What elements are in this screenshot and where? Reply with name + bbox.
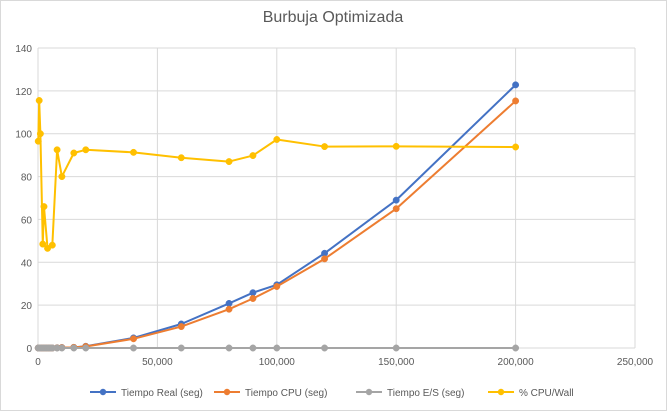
y-tick-label: 140	[15, 44, 32, 55]
data-point	[392, 142, 400, 150]
data-point	[225, 158, 233, 166]
series-layer	[34, 81, 520, 352]
y-tick-label: 60	[21, 215, 33, 226]
data-point	[249, 152, 257, 160]
legend-swatch-marker	[365, 388, 373, 396]
data-point	[130, 335, 137, 343]
data-point	[321, 143, 329, 151]
data-point	[249, 295, 257, 302]
data-point	[130, 148, 137, 156]
legend-label: % CPU/Wall	[519, 388, 574, 399]
data-point	[82, 146, 90, 154]
data-point	[321, 344, 329, 352]
x-tick-label: 150,000	[378, 357, 415, 368]
data-point	[392, 344, 400, 352]
data-point	[34, 137, 42, 145]
data-point	[70, 344, 78, 352]
legend-label: Tiempo E/S (seg)	[387, 388, 464, 399]
data-point	[44, 244, 52, 252]
legend-swatch-marker	[99, 388, 107, 396]
legend-item: % CPU/Wall	[488, 388, 574, 399]
data-point	[512, 143, 520, 151]
data-point	[249, 344, 257, 352]
data-point	[273, 344, 281, 352]
x-tick-label: 50,000	[142, 357, 173, 368]
data-point	[177, 154, 185, 162]
data-point	[58, 173, 66, 181]
data-point	[70, 149, 78, 157]
y-tick-label: 40	[21, 258, 33, 269]
chart-title: Burbuja Optimizada	[263, 9, 404, 26]
data-point	[392, 205, 400, 213]
series-2	[34, 344, 520, 352]
gridlines	[37, 47, 636, 349]
data-point	[225, 305, 233, 313]
x-tick-label: 250,000	[617, 357, 654, 368]
data-point	[130, 344, 137, 352]
data-point	[512, 97, 520, 105]
data-point	[53, 146, 61, 154]
data-point	[249, 289, 257, 297]
y-tick-label: 80	[21, 173, 33, 184]
data-point	[39, 240, 47, 248]
data-point	[512, 81, 520, 89]
y-tick-label: 120	[15, 87, 32, 98]
y-tick-label: 0	[26, 344, 32, 355]
data-point	[225, 344, 233, 352]
data-point	[177, 344, 185, 352]
axes: 0 20 40 60 80 100 120 140 0 50,000 100,000 150,000 2…	[15, 44, 653, 368]
data-point	[36, 130, 44, 138]
data-point	[273, 136, 281, 143]
data-point	[40, 203, 48, 211]
data-point	[82, 344, 90, 352]
data-point	[58, 344, 66, 352]
x-tick-label: 200,000	[498, 357, 535, 368]
data-point	[225, 299, 233, 307]
legend: Tiempo Real (seg) Tiempo CPU (seg) Tiempo …	[90, 388, 574, 399]
legend-label: Tiempo CPU (seg)	[245, 388, 327, 399]
legend-item: Tiempo CPU (seg)	[214, 388, 327, 399]
series-3	[34, 97, 520, 252]
legend-item: Tiempo Real (seg)	[90, 388, 203, 399]
data-point	[273, 283, 281, 290]
x-tick-label: 0	[35, 357, 41, 368]
legend-item: Tiempo E/S (seg)	[356, 388, 464, 399]
legend-swatch-marker	[223, 388, 231, 396]
legend-label: Tiempo Real (seg)	[121, 388, 203, 399]
x-tick-label: 100,000	[259, 357, 296, 368]
data-point	[321, 255, 329, 263]
data-point	[177, 323, 185, 331]
legend-swatch-marker	[497, 388, 505, 396]
data-point	[48, 241, 56, 249]
data-point	[512, 344, 520, 352]
y-tick-label: 20	[21, 301, 33, 312]
data-point	[392, 196, 400, 204]
y-tick-label: 100	[15, 130, 32, 141]
data-point	[35, 97, 43, 104]
